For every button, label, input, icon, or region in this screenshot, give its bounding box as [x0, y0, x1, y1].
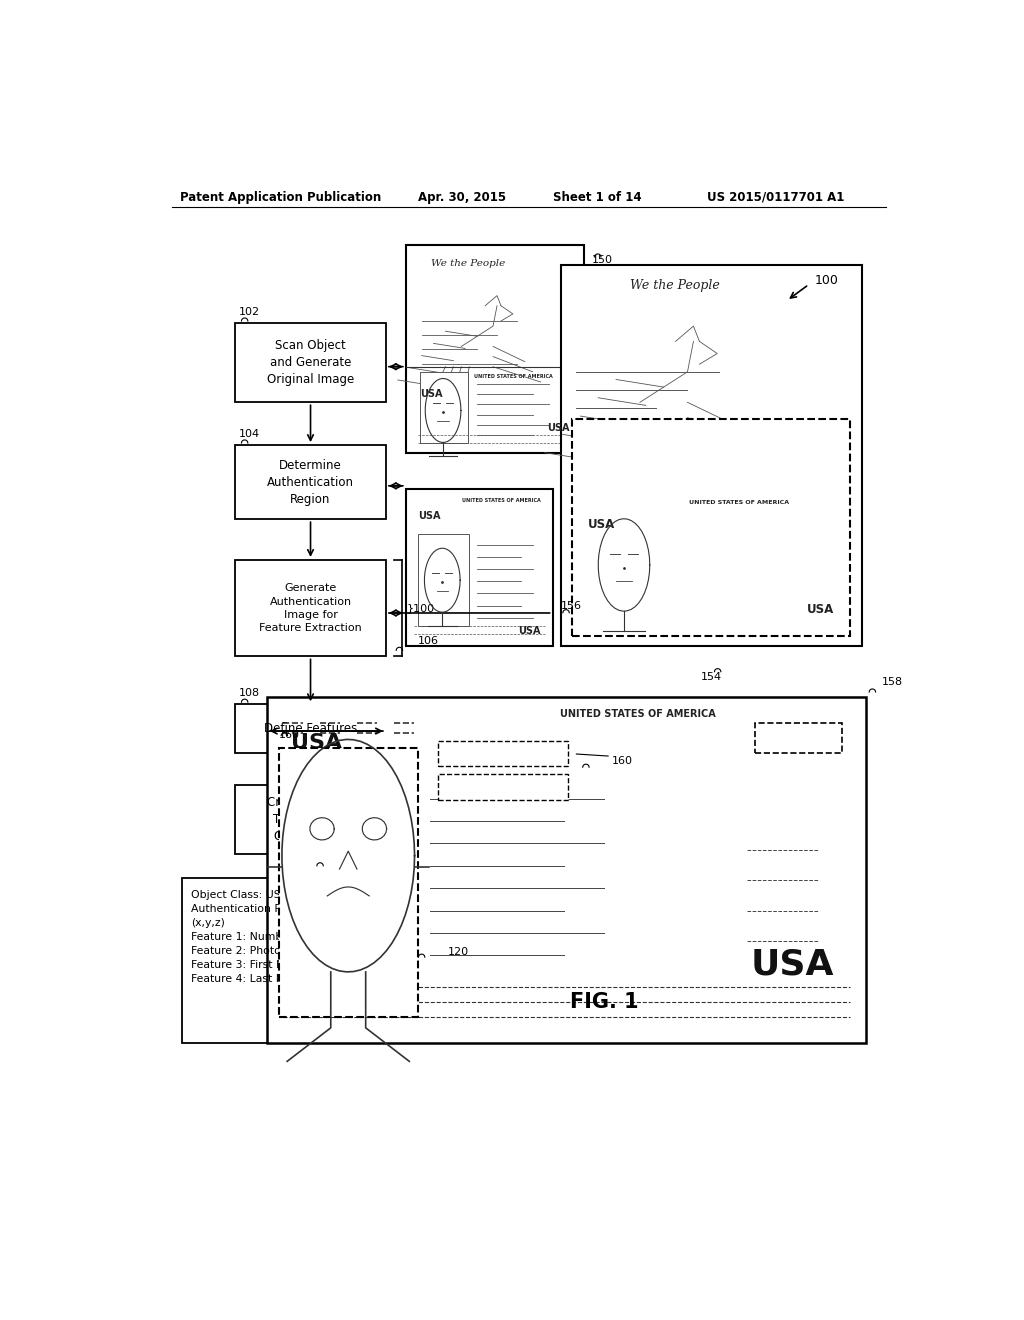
FancyBboxPatch shape	[236, 445, 386, 519]
FancyBboxPatch shape	[585, 519, 664, 620]
Text: USA: USA	[420, 389, 442, 399]
Text: UNITED STATES OF AMERICA: UNITED STATES OF AMERICA	[473, 374, 552, 379]
Text: 160: 160	[612, 756, 633, 766]
FancyBboxPatch shape	[755, 722, 842, 752]
Text: USA: USA	[418, 511, 440, 521]
Text: FIG. 1: FIG. 1	[569, 993, 639, 1012]
FancyBboxPatch shape	[236, 323, 386, 403]
FancyBboxPatch shape	[437, 741, 568, 766]
Text: Object Class: US Passport
Authentication Region Definition
(x,y,z)
Feature 1: Nu: Object Class: US Passport Authentication…	[191, 890, 369, 985]
FancyBboxPatch shape	[182, 878, 404, 1043]
Text: UNITED STATES OF AMERICA: UNITED STATES OF AMERICA	[689, 500, 790, 504]
Text: 156: 156	[560, 601, 582, 611]
Text: 100: 100	[814, 273, 839, 286]
Text: 197800007: 197800007	[775, 733, 822, 742]
FancyBboxPatch shape	[279, 748, 418, 1018]
FancyBboxPatch shape	[267, 697, 866, 1043]
Text: USA: USA	[588, 519, 615, 531]
Text: 160: 160	[279, 730, 300, 739]
FancyBboxPatch shape	[572, 418, 850, 636]
Text: JOHN: JOHN	[442, 748, 469, 758]
Text: Define Features: Define Features	[264, 722, 357, 735]
Text: Generate
Authentication
Image for
Feature Extraction: Generate Authentication Image for Featur…	[259, 583, 361, 634]
FancyBboxPatch shape	[236, 784, 386, 854]
FancyBboxPatch shape	[418, 535, 469, 626]
Text: 154: 154	[700, 672, 722, 681]
Text: 104: 104	[240, 429, 260, 440]
FancyBboxPatch shape	[406, 244, 585, 453]
Text: 102: 102	[240, 308, 260, 317]
Text: Sheet 1 of 14: Sheet 1 of 14	[553, 190, 641, 203]
Text: USA: USA	[807, 603, 835, 615]
FancyBboxPatch shape	[406, 488, 553, 647]
FancyBboxPatch shape	[560, 265, 862, 647]
Text: 150: 150	[592, 255, 613, 265]
Text: Patent Application Publication: Patent Application Publication	[179, 190, 381, 203]
Text: USA: USA	[751, 948, 835, 982]
FancyBboxPatch shape	[236, 704, 386, 752]
Text: USA: USA	[291, 733, 342, 752]
Text: UNITED STATES OF AMERICA: UNITED STATES OF AMERICA	[462, 498, 541, 503]
Text: We the People: We the People	[630, 280, 720, 292]
Text: }100: }100	[407, 603, 434, 614]
Text: Apr. 30, 2015: Apr. 30, 2015	[418, 190, 506, 203]
Text: USA: USA	[518, 626, 541, 636]
Text: 106: 106	[418, 636, 438, 647]
Text: Create Feature
Template for
Object Class: Create Feature Template for Object Class	[266, 796, 354, 842]
Text: US 2015/0117701 A1: US 2015/0117701 A1	[708, 190, 845, 203]
Text: 158: 158	[882, 677, 903, 686]
Text: 110: 110	[314, 853, 336, 863]
FancyBboxPatch shape	[236, 560, 386, 656]
Text: Scan Object
and Generate
Original Image: Scan Object and Generate Original Image	[267, 339, 354, 387]
Text: 108: 108	[240, 688, 260, 698]
Text: We the People: We the People	[431, 259, 506, 268]
Text: UNITED STATES OF AMERICA: UNITED STATES OF AMERICA	[560, 709, 716, 719]
Text: SMITH: SMITH	[442, 783, 475, 792]
Text: USA: USA	[548, 422, 570, 433]
FancyBboxPatch shape	[437, 775, 568, 800]
Text: 120: 120	[447, 948, 469, 957]
FancyBboxPatch shape	[420, 372, 468, 444]
Text: Determine
Authentication
Region: Determine Authentication Region	[267, 458, 354, 506]
